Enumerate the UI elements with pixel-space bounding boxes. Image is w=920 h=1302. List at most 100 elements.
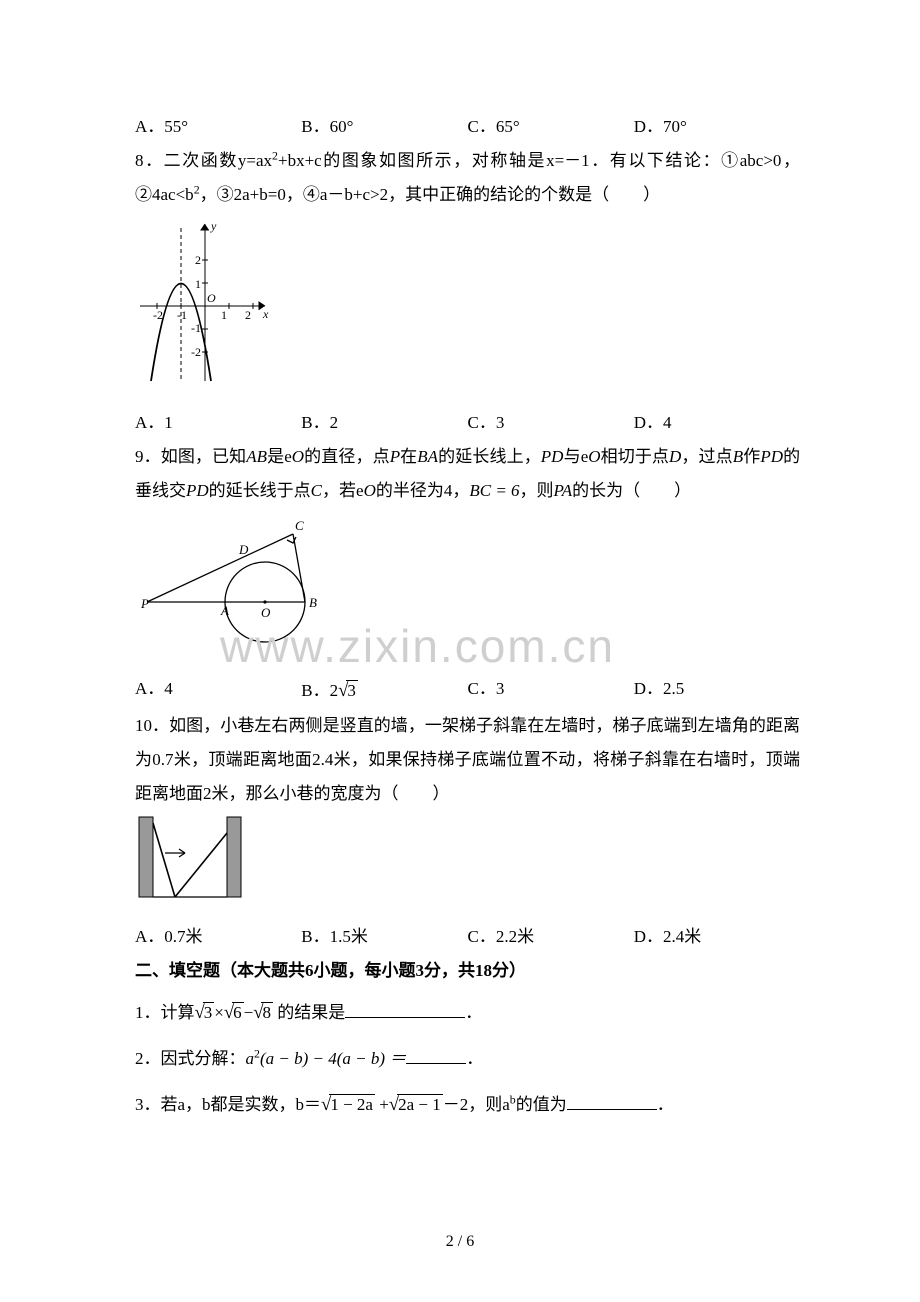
q9-t8: ，过点: [681, 447, 732, 466]
svg-text:y: y: [210, 219, 217, 233]
sqrt-icon: √6: [224, 994, 244, 1031]
q9-t15: 的长为（ ）: [572, 481, 691, 500]
q8-graph: -2 -1 1 2 2 1 -1 -2 O x y: [135, 216, 800, 398]
fb1: 1．计算√3×√6−√8 的结果是．: [135, 994, 800, 1031]
svg-text:1: 1: [195, 277, 201, 291]
alley-ladder-diagram-icon: [135, 815, 245, 900]
q9-opt-a: A．4: [135, 672, 301, 709]
q9-opt-b-pre: B．: [301, 681, 329, 700]
q9-pd2: PD: [760, 447, 783, 466]
sqrt-icon: √2a − 1: [389, 1086, 443, 1123]
q10-number: 10．: [135, 716, 169, 735]
q9-o3: O: [364, 481, 376, 500]
q9-circ3: e: [356, 481, 364, 500]
svg-text:O: O: [207, 291, 216, 305]
q9-ba: BA: [417, 447, 438, 466]
q8-number: 8．: [135, 151, 164, 170]
q10-text: 如图，小巷左右两侧是竖直的墙，一架梯子斜靠在左墙时，梯子底端到左墙角的距离为0.…: [135, 716, 800, 803]
q9-t5: 的延长线上，: [438, 447, 541, 466]
q9-o2: O: [588, 447, 600, 466]
q9-pd3: PD: [186, 481, 209, 500]
q9-t12: ，若: [322, 481, 356, 500]
q10-diagram: [135, 815, 800, 912]
fb3-num: 3．: [135, 1095, 161, 1114]
parabola-graph-icon: -2 -1 1 2 2 1 -1 -2 O x y: [135, 216, 275, 386]
q9-t6: 与: [563, 447, 580, 466]
q9-c1: C: [311, 481, 322, 500]
svg-text:-2: -2: [191, 345, 201, 359]
sqrt-icon: √8: [253, 994, 273, 1031]
q9-diagram: P A O B D C: [135, 512, 800, 664]
svg-text:A: A: [220, 603, 229, 618]
fb3-rad2: 2a − 1: [397, 1094, 443, 1114]
q9-t9: 作: [743, 447, 760, 466]
q9-opt-c: C．3: [468, 672, 634, 709]
fb2-period: ．: [466, 1049, 483, 1068]
q9-bceq: BC = 6: [469, 481, 519, 500]
sqrt-icon: √1 − 2a: [321, 1086, 375, 1123]
fb1-rad3: 8: [261, 1002, 273, 1022]
q9-t2: 是: [267, 447, 284, 466]
q8-opt-b: B．2: [301, 406, 467, 440]
q9-pd1: PD: [541, 447, 564, 466]
svg-text:2: 2: [245, 308, 251, 322]
q10-stem: 10．如图，小巷左右两侧是竖直的墙，一架梯子斜靠在左墙时，梯子底端到左墙角的距离…: [135, 709, 800, 811]
svg-text:D: D: [238, 542, 249, 557]
q9-b1: B: [733, 447, 743, 466]
circle-tangent-diagram-icon: P A O B D C: [135, 512, 335, 652]
q8-text-3: ，③2a+b=0，④a－b+c>2，其中正确的结论的个数是（ ）: [200, 185, 661, 204]
q7-opt-d: D．70°: [634, 110, 800, 144]
fb3-pre: 若a，b都是实数，b＝: [161, 1095, 322, 1114]
q9-opt-b-coef: 2: [330, 681, 339, 700]
svg-text:1: 1: [221, 308, 227, 322]
q9-opt-b: B．2√3: [301, 672, 467, 709]
svg-text:-2: -2: [153, 308, 163, 322]
fb1-blank: [345, 1000, 465, 1019]
fb3-tail: －2，则a: [443, 1095, 510, 1114]
q8-opt-a: A．1: [135, 406, 301, 440]
svg-text:2: 2: [195, 253, 201, 267]
fb2-num: 2．: [135, 1049, 161, 1068]
q9-p1: P: [390, 447, 400, 466]
fb3-rad1: 1 − 2a: [329, 1094, 375, 1114]
q9-number: 9．: [135, 447, 161, 466]
fb3-blank: [567, 1091, 657, 1110]
q8-opt-c: C．3: [468, 406, 634, 440]
fb2-a: a: [246, 1049, 255, 1068]
q7-opt-a: A．55°: [135, 110, 301, 144]
fb1-num: 1．: [135, 1003, 161, 1022]
q9-t3: 的直径，点: [304, 447, 390, 466]
fb1-times: ×: [214, 1003, 224, 1022]
q9-opt-b-rad: 3: [346, 680, 358, 700]
fb2-pre: 因式分解：: [161, 1049, 246, 1068]
fb3-post: 的值为: [516, 1095, 567, 1114]
q10-opt-a: A．0.7米: [135, 920, 301, 954]
fb3-plus: +: [379, 1095, 389, 1114]
q9-pa: PA: [554, 481, 573, 500]
q9-t11: 的延长线于点: [209, 481, 311, 500]
q9-d1: D: [669, 447, 681, 466]
q10-opt-b: B．1.5米: [301, 920, 467, 954]
svg-text:-1: -1: [191, 321, 201, 335]
q9-o1: O: [292, 447, 304, 466]
svg-text:-1: -1: [177, 308, 187, 322]
svg-text:C: C: [295, 518, 304, 533]
q9-ab: AB: [246, 447, 267, 466]
q9-t4: 在: [400, 447, 417, 466]
fb1-post: 的结果是: [277, 1003, 345, 1022]
fb2-rest: (a − b) − 4(a − b) ＝: [260, 1049, 406, 1068]
fb1-minus: −: [244, 1003, 254, 1022]
q10-opt-c: C．2.2米: [468, 920, 634, 954]
q9-t14: ，则: [520, 481, 554, 500]
section-2-title: 二、填空题（本大题共6小题，每小题3分，共18分）: [135, 954, 800, 988]
svg-text:x: x: [262, 307, 269, 321]
q9-opt-d: D．2.5: [634, 672, 800, 709]
sqrt-icon: √3: [338, 672, 358, 709]
svg-text:O: O: [261, 605, 271, 620]
q7-opt-c: C．65°: [468, 110, 634, 144]
page-number: 2 / 6: [0, 1226, 920, 1258]
fb3: 3．若a，b都是实数，b＝√1 − 2a +√2a − 1－2，则ab的值为．: [135, 1086, 800, 1123]
svg-text:P: P: [140, 596, 149, 611]
sqrt-icon: √3: [195, 994, 215, 1031]
q9-stem: 9．如图，已知AB是eO的直径，点P在BA的延长线上，PD与eO相切于点D，过点…: [135, 440, 800, 508]
